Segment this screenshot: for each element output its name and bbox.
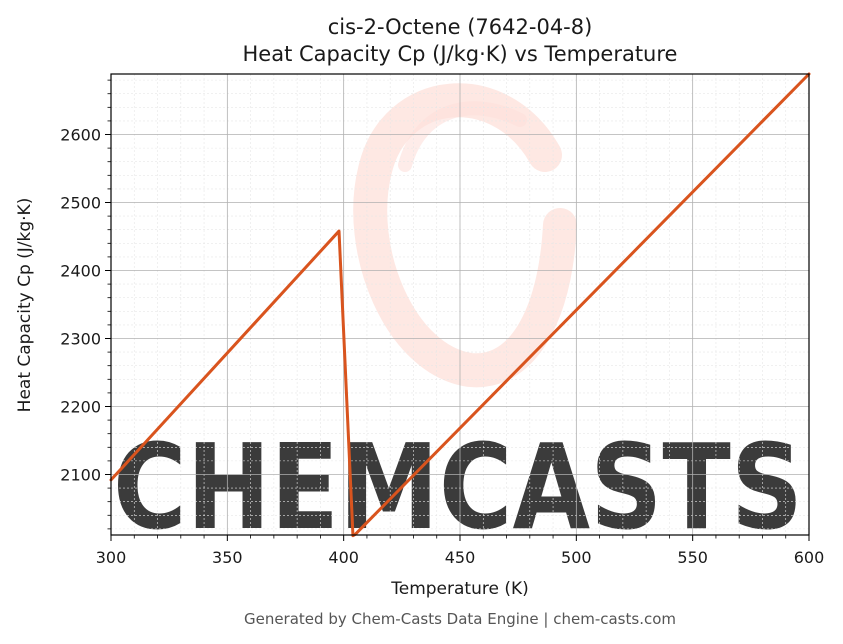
y-tick-label: 2400 [60, 262, 101, 281]
x-tick-label: 500 [561, 548, 592, 567]
x-tick-label: 400 [328, 548, 359, 567]
watermark: CHEMCASTS [113, 83, 803, 556]
series-line [109, 72, 811, 538]
x-axis-ticks: 300 350 400 450 500 550 600 [96, 535, 825, 567]
x-tick-label: 300 [96, 548, 127, 567]
chart-subtitle: Heat Capacity Cp (J/kg·K) vs Temperature [243, 42, 678, 66]
watermark-logo-swirl [353, 83, 577, 388]
x-tick-label: 550 [677, 548, 708, 567]
chart-title: cis-2-Octene (7642-04-8) [328, 15, 593, 39]
watermark-text: CHEMCASTS [113, 418, 803, 556]
footer-credit: Generated by Chem-Casts Data Engine | ch… [244, 610, 676, 628]
x-tick-label: 350 [212, 548, 243, 567]
y-tick-label: 2500 [60, 194, 101, 213]
x-tick-label: 600 [794, 548, 825, 567]
x-tick-label: 450 [445, 548, 476, 567]
y-axis-ticks: 2100 2200 2300 2400 2500 2600 [60, 79, 111, 530]
x-axis-label: Temperature (K) [390, 579, 529, 599]
y-tick-label: 2100 [60, 465, 101, 484]
y-axis-label: Heat Capacity Cp (J/kg·K) [15, 198, 35, 413]
series-layer [109, 72, 811, 538]
y-tick-label: 2300 [60, 329, 101, 348]
y-tick-label: 2200 [60, 397, 101, 416]
y-tick-label: 2600 [60, 126, 101, 145]
